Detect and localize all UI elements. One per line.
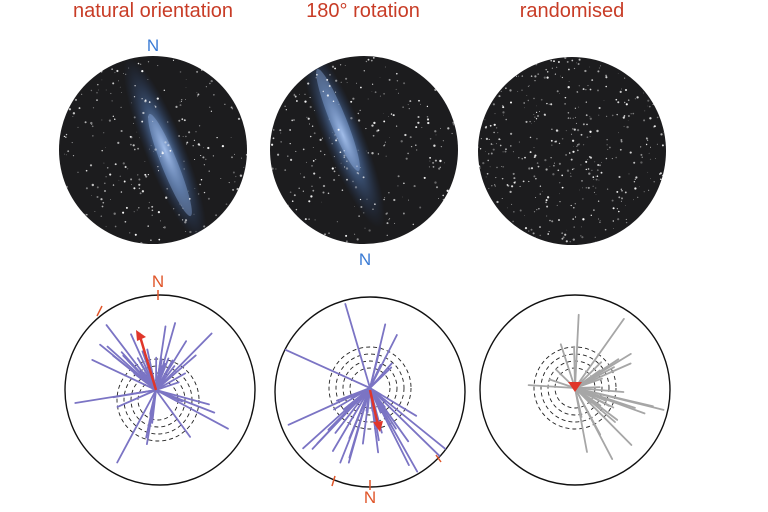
north-label-plot-rotated: N (363, 488, 377, 507)
sky-image-rotated (270, 56, 458, 244)
north-label-plot-natural: N (151, 272, 165, 291)
orientation-plot-rotated (274, 296, 466, 490)
mean-vector-arrowhead (568, 382, 582, 392)
north-label-sky-rotated: N (358, 250, 372, 269)
sky-image-natural (59, 56, 247, 244)
panel-title-natural: natural orientation (72, 0, 234, 22)
reference-tick (96, 305, 103, 317)
mean-vector (137, 332, 158, 391)
panel-title-randomised: randomised (519, 0, 625, 22)
orientation-plot-natural (64, 290, 256, 486)
path-vectors (74, 322, 229, 464)
plot-boundary (64, 294, 256, 486)
star-field (63, 59, 247, 244)
reference-tick (331, 475, 336, 487)
star-field (270, 57, 455, 243)
sky-image-randomised (478, 57, 666, 245)
orientation-plot-randomised (479, 294, 671, 486)
star-field (478, 57, 665, 243)
confidence-rings (328, 346, 412, 430)
mean-vector (368, 389, 380, 426)
mean-vector-arrowhead (373, 421, 383, 432)
path-vectors (284, 303, 447, 473)
milky-way-band (123, 56, 207, 244)
mean-vector-arrowhead (136, 330, 146, 341)
milky-way-band (301, 56, 385, 229)
reference-tick (435, 454, 442, 463)
panel-title-rotated: 180° rotation (306, 0, 420, 22)
north-label-sky-natural: N (146, 36, 160, 55)
